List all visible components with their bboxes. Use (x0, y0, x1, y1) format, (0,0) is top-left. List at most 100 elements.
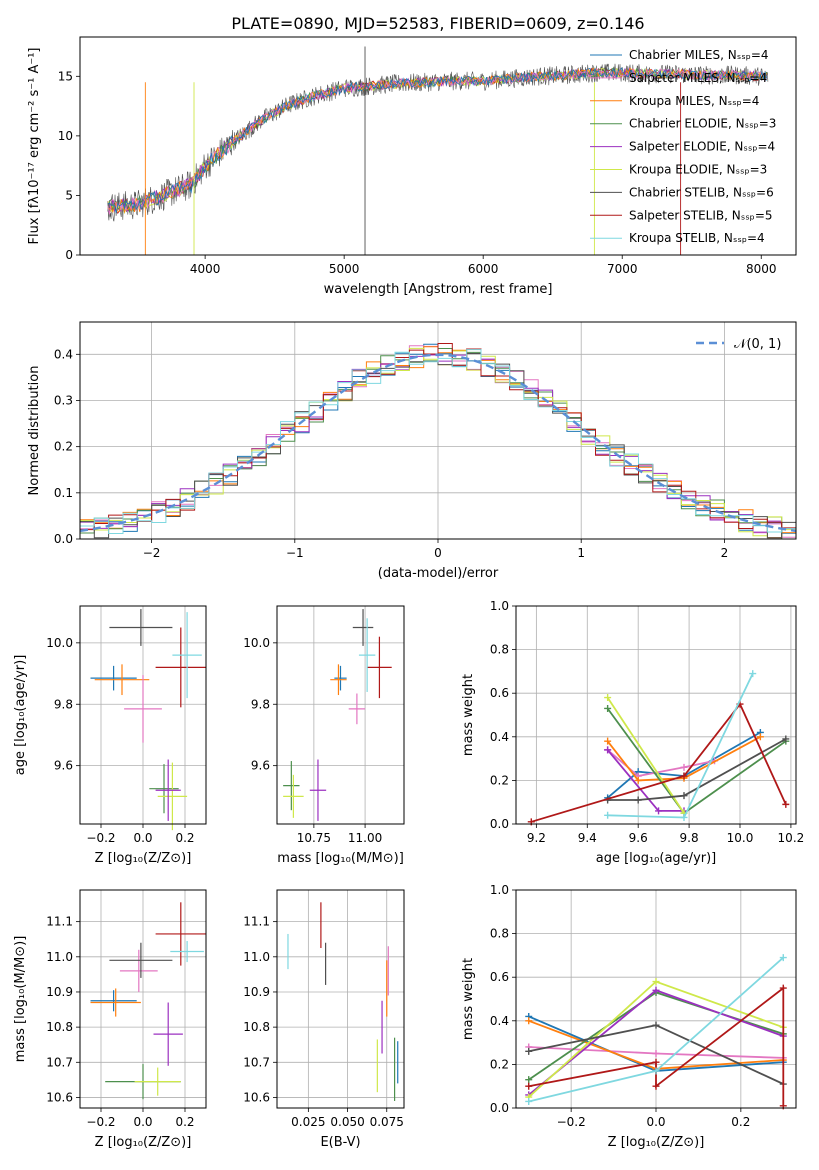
legend-label: Salpeter ELODIE, Nₛₛₚ=4 (629, 140, 775, 154)
legend-label: 𝒩(0, 1) (734, 337, 781, 352)
y-tick-label: 0.8 (490, 643, 509, 657)
weight-point-marker (525, 1097, 533, 1105)
x-axis-label: (data-model)/error (378, 566, 499, 581)
x-tick-label: 5000 (329, 262, 360, 276)
weight-point-marker (525, 1082, 533, 1090)
y-axis-label: mass weight (461, 674, 476, 756)
weight-point-marker (604, 811, 612, 819)
y-axis-label: Normed distribution (27, 366, 42, 496)
x-tick-label: 9.6 (629, 831, 648, 845)
x-axis-label: wavelength [Angstrom, rest frame] (324, 282, 553, 297)
y-tick-label: 10.7 (46, 1055, 73, 1069)
x-tick-label: 7000 (607, 262, 638, 276)
mass-vs-ebv-panel: 0.025 0.050 0.075 10.6 10.7 10.8 10.9 11.0 11.1 E… (243, 889, 405, 1150)
axes-frame (79, 36, 797, 256)
y-tick-label: 10.8 (243, 1020, 270, 1034)
y-axis-label: mass weight (461, 958, 476, 1040)
residuals-legend: 𝒩(0, 1) (696, 337, 781, 352)
weight-point-marker (680, 792, 688, 800)
weight-point-marker (634, 796, 642, 804)
x-axis-label: Z [log₁₀(Z/Z⊙)] (95, 851, 192, 866)
weight-line-kroupa-elodie (606, 697, 685, 814)
figure-title: PLATE=0890, MJD=52583, FIBERID=0609, z=0… (231, 14, 644, 33)
x-tick-label: 6000 (468, 262, 499, 276)
y-tick-label: 11.0 (46, 950, 73, 964)
x-tick-label: −1 (286, 546, 304, 560)
x-tick-label: 8000 (746, 262, 777, 276)
y-tick-label: 9.6 (54, 759, 73, 773)
spectrum-line-chabrier-miles (107, 67, 768, 214)
x-axis-label: E(B-V) (320, 1135, 360, 1150)
y-tick-label: 0.4 (54, 347, 73, 361)
y-tick-label: 1.0 (490, 599, 509, 613)
y-tick-label: 0.2 (54, 440, 73, 454)
residuals-panel: −2 −1 0 1 2 0.0 0.1 0.2 0.3 0.4 (data-model)/error… (27, 321, 797, 581)
weight-point-marker (779, 954, 787, 962)
weight-line-chabrier-miles (607, 731, 761, 799)
legend-label: Kroupa STELIB, Nₛₛₚ=4 (629, 231, 765, 245)
weight-point-marker (652, 1058, 660, 1066)
weight-point-marker (652, 978, 660, 986)
y-tick-label: 0.8 (490, 927, 509, 941)
x-tick-label: −0.2 (86, 831, 115, 845)
axes-frame (515, 889, 797, 1109)
x-tick-label: −2 (143, 546, 161, 560)
x-tick-label: −0.2 (86, 1115, 115, 1129)
y-tick-label: 10.0 (46, 636, 73, 650)
x-tick-label: 0.0 (646, 1115, 665, 1129)
x-tick-label: 11.00 (348, 831, 382, 845)
y-tick-label: 1.0 (490, 883, 509, 897)
y-tick-label: 15 (58, 69, 73, 83)
weight-point-marker (652, 1050, 660, 1057)
legend-label: Chabrier STELIB, Nₛₛₚ=6 (629, 185, 774, 199)
age-vs-Z-panel: −0.2 0.0 0.2 9.6 9.8 10.0 Z [log₁₀(Z/Z⊙)] age [… (13, 605, 207, 866)
y-tick-label: 0.0 (490, 817, 509, 831)
y-tick-label: 0 (65, 248, 73, 262)
x-tick-label: 10.0 (727, 831, 754, 845)
y-tick-label: 10.0 (243, 636, 270, 650)
y-tick-label: 10.7 (243, 1055, 270, 1069)
grid (277, 606, 404, 824)
weight-point-marker (525, 1017, 533, 1025)
weight-point-marker (604, 737, 612, 745)
y-axis-label: age [log₁₀(age/yr)] (13, 655, 28, 776)
legend-label: Kroupa MILES, Nₛₛₚ=4 (629, 94, 759, 108)
y-tick-label: 10 (58, 129, 73, 143)
x-tick-label: 10.75 (297, 831, 331, 845)
spectrum-panel: 4000 5000 6000 7000 8000 0 5 10 15 wavelength [An… (27, 36, 797, 297)
axes-frame (276, 605, 405, 825)
legend-label: Chabrier ELODIE, Nₛₛₚ=3 (629, 117, 776, 131)
y-tick-label: 0.0 (54, 532, 73, 546)
x-tick-label: 0.2 (175, 831, 194, 845)
weight-point-marker (604, 704, 612, 712)
age-vs-mass-panel: 10.75 11.00 9.6 9.8 10.0 mass [log₁₀(M/M⊙)] (243, 605, 405, 866)
weight-point-marker (604, 746, 612, 754)
weight-point-marker (525, 1047, 533, 1055)
weight-point-marker (782, 800, 790, 808)
x-tick-label: 1 (577, 546, 585, 560)
mass-vs-Z-panel: −0.2 0.0 0.2 10.6 10.7 10.8 10.9 11.0 11.1 Z [log… (13, 889, 207, 1150)
weight-line-salpeter-stelib (531, 702, 787, 823)
weight-line-chabrier-stelib (607, 738, 787, 801)
x-axis-label: Z [log₁₀(Z/Z⊙)] (95, 1135, 192, 1150)
y-tick-label: 0.4 (490, 1014, 509, 1028)
y-tick-label: 0.4 (490, 730, 509, 744)
grid (80, 890, 206, 1108)
y-tick-label: 0.6 (490, 970, 509, 984)
x-tick-label: 0.0 (133, 831, 152, 845)
y-tick-label: 0.2 (490, 773, 509, 787)
weight-point-marker (604, 694, 612, 702)
x-tick-label: 9.2 (527, 831, 546, 845)
y-tick-label: 0.6 (490, 686, 509, 700)
y-tick-label: 10.8 (46, 1020, 73, 1034)
weight-point-marker (525, 1076, 533, 1084)
weight-point-marker (680, 763, 688, 771)
x-tick-label: 2 (721, 546, 729, 560)
weight-point-marker (652, 986, 660, 994)
residual-histogram-chabrier-stelib (80, 353, 796, 539)
weight-line-salpeter-miles (607, 749, 715, 777)
y-tick-label: 11.1 (243, 915, 270, 929)
